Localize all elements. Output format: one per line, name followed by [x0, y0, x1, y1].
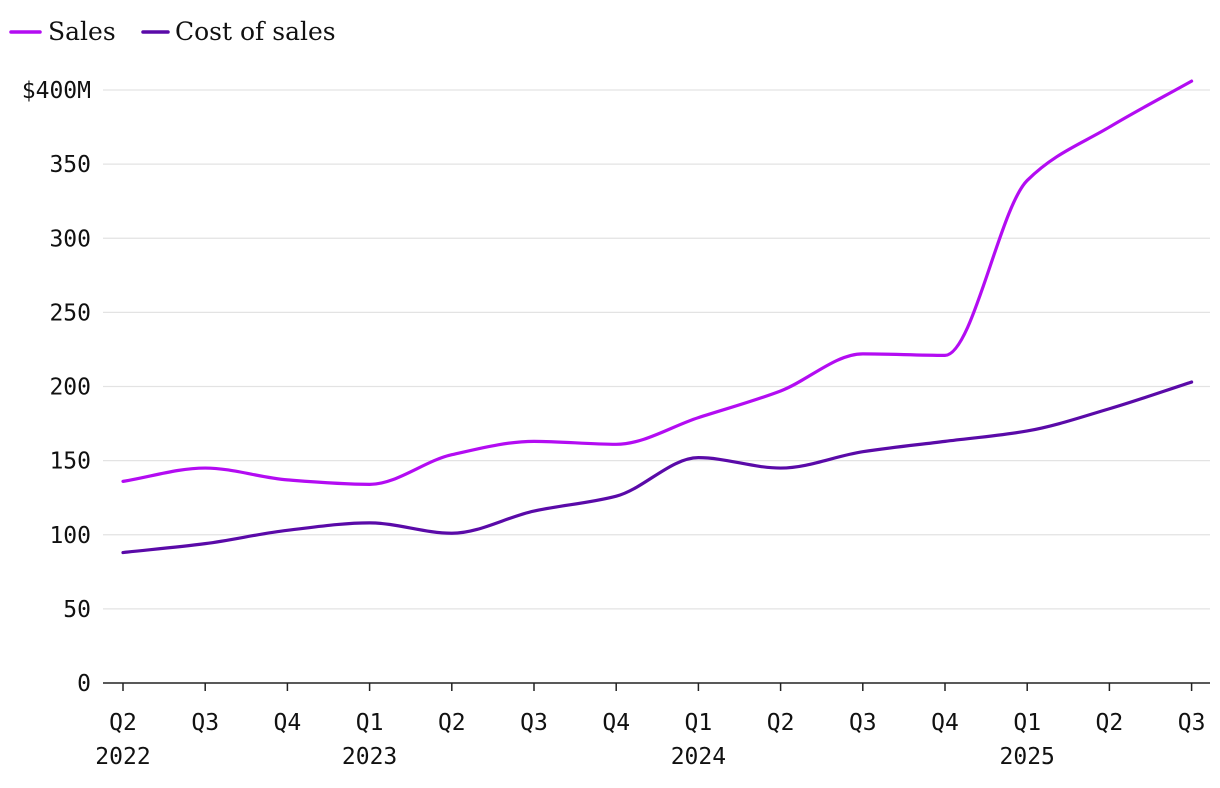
y-tick-label: 150: [49, 449, 91, 475]
series-line-cost-of-sales: [121, 380, 1194, 555]
legend-label-sales: Sales: [48, 17, 116, 46]
x-tick-label: Q3: [1178, 710, 1206, 736]
x-tick-label: Q3: [520, 710, 548, 736]
y-tick-label: 50: [63, 597, 91, 623]
x-axis: Q2 Q3 Q4 Q1 Q2 Q3 Q4 Q1 Q2 Q3 Q4 Q1 Q2 Q3 2022 2023 2024…: [95, 682, 1210, 770]
x-tick-label: Q3: [191, 710, 219, 736]
x-tick-label: Q3: [849, 710, 877, 736]
x-tick-label: Q2: [109, 710, 137, 736]
x-tick-label: Q1: [685, 710, 713, 736]
y-tick-label: 350: [49, 152, 91, 178]
x-tick-label: Q2: [767, 710, 795, 736]
x-year-label: 2024: [671, 744, 726, 770]
series-lines: [121, 79, 1194, 555]
y-axis-tick-labels: 0 50 100 150 200 250 300 350 $400M: [22, 78, 91, 697]
x-tick-label: Q2: [1096, 710, 1124, 736]
legend: Sales Cost of sales: [9, 17, 336, 46]
legend-label-cost-of-sales: Cost of sales: [175, 17, 336, 46]
x-year-label: 2025: [1000, 744, 1055, 770]
series-line-sales: [121, 79, 1194, 486]
x-tick-label: Q4: [602, 710, 630, 736]
x-tick-label: Q1: [1013, 710, 1041, 736]
x-year-label: 2022: [95, 744, 150, 770]
y-tick-label: 100: [49, 523, 91, 549]
x-tick-label: Q4: [931, 710, 959, 736]
y-tick-label: 0: [77, 671, 91, 697]
y-tick-label: 250: [49, 300, 91, 326]
y-gridlines: [103, 89, 1210, 610]
y-tick-label: 200: [49, 375, 91, 401]
x-tick-label: Q4: [274, 710, 302, 736]
y-tick-label: 300: [49, 226, 91, 252]
x-tick-label: Q1: [356, 710, 384, 736]
x-tick-label: Q2: [438, 710, 466, 736]
x-year-label: 2023: [342, 744, 397, 770]
y-tick-label: $400M: [22, 78, 91, 104]
